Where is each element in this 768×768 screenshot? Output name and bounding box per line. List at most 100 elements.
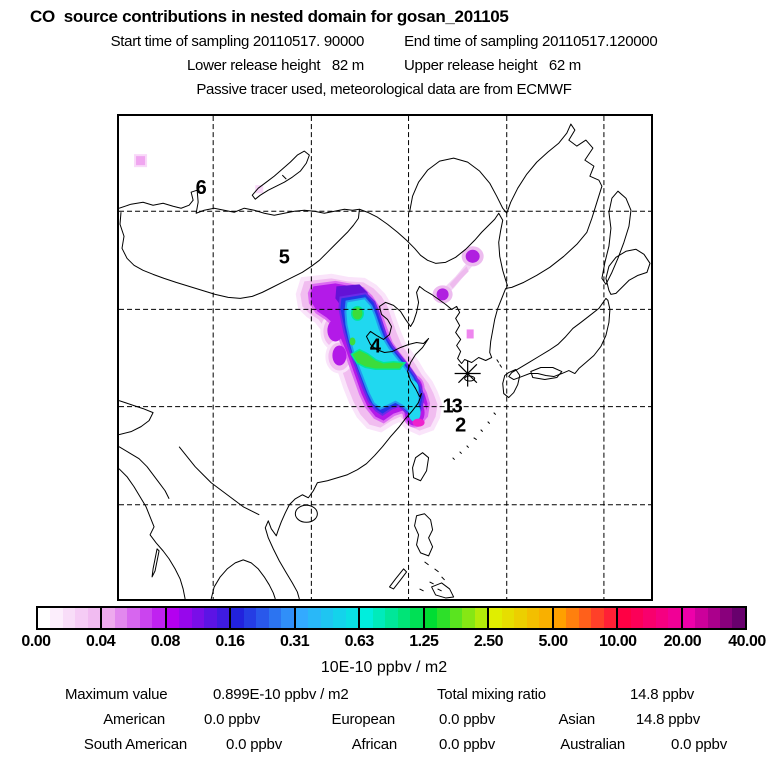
release-heights-line: Lower release height 82 m Upper release h… <box>0 57 768 74</box>
colorbar-cell <box>630 608 644 628</box>
colorbar-cell <box>204 608 217 628</box>
colorbar-cell <box>655 608 669 628</box>
total-mixing-ratio-label: Total mixing ratio <box>437 686 546 703</box>
colorbar-cell <box>295 608 309 628</box>
colorbar-cell <box>410 608 423 628</box>
region-value: 0.0 ppbv <box>439 736 495 753</box>
cluster-label-13: 13 <box>442 396 462 418</box>
upper-release-text: Upper release height 62 m <box>404 57 582 74</box>
colorbar-segment <box>358 608 423 628</box>
colorbar-cell <box>179 608 192 628</box>
colorbar-cell <box>553 608 567 628</box>
colorbar-tick: 0.16 <box>215 633 245 650</box>
colorbar-cell <box>566 608 579 628</box>
max-value: 0.899E-10 ppbv / m2 <box>213 686 349 703</box>
colorbar-cell <box>424 608 438 628</box>
colorbar-cell <box>281 608 294 628</box>
colorbar-tick: 2.50 <box>473 633 504 650</box>
colorbar-cell <box>38 608 51 628</box>
colorbar-cell <box>166 608 180 628</box>
colorbar-segment <box>422 608 488 628</box>
total-mixing-ratio-value: 14.8 ppbv <box>630 686 695 703</box>
region-value: 0.0 ppbv <box>226 736 282 753</box>
colorbar-tick: 10.00 <box>598 633 637 650</box>
colorbar-cell <box>50 608 63 628</box>
colorbar-cell <box>385 608 398 628</box>
map-frame: 6 5 4 13 2 <box>117 114 653 601</box>
colorbar-tick-labels: 0.00 0.04 0.08 0.16 0.31 0.63 1.25 2.50 5.00 10.0… <box>21 633 766 653</box>
colorbar-cell <box>489 608 502 628</box>
colorbar-tick: 0.00 <box>21 633 51 650</box>
colorbar-cell <box>345 608 359 628</box>
region-label: African <box>351 736 397 753</box>
region-label: Australian <box>560 736 625 753</box>
colorbar-cell <box>603 608 617 628</box>
detached-tracer-spots <box>134 154 484 339</box>
colorbar-cell <box>152 608 165 628</box>
colorbar-cell <box>449 608 463 628</box>
max-value-label: Maximum value <box>65 686 168 703</box>
colorbar-cell <box>462 608 475 628</box>
colorbar-segment <box>229 608 294 628</box>
colorbar-cell <box>114 608 128 628</box>
colorbar-cell <box>87 608 101 628</box>
start-time-text: Start time of sampling 20110517. 90000 <box>110 33 365 50</box>
colorbar-segment <box>38 608 101 628</box>
colorbar-cell <box>643 608 656 628</box>
colorbar-cell <box>127 608 140 628</box>
colorbar-cell <box>707 608 720 628</box>
colorbar-cell <box>668 608 681 628</box>
co-plume <box>295 273 443 436</box>
colorbar-cell <box>682 608 696 628</box>
colorbar-cell <box>243 608 257 628</box>
colorbar-cell <box>732 608 745 628</box>
colorbar-tick: 0.63 <box>344 633 375 650</box>
colorbar-tick: 1.25 <box>409 633 439 650</box>
colorbar-cell <box>695 608 708 628</box>
cluster-label-5: 5 <box>279 246 290 268</box>
latlon-grid <box>119 116 651 599</box>
colorbar <box>36 606 747 630</box>
map-canvas: 6 5 4 132 <box>118 116 651 600</box>
colorbar-segment <box>551 608 617 628</box>
colorbar-tick: 40.00 <box>728 633 766 650</box>
cluster-label-2: 2 <box>455 415 466 437</box>
colorbar-segment <box>164 608 230 628</box>
tracer-note-text: Passive tracer used, meteorological data… <box>196 81 572 98</box>
colorbar-cell <box>397 608 411 628</box>
colorbar-cell <box>591 608 604 628</box>
colorbar-cell <box>231 608 244 628</box>
colorbar-cell <box>102 608 115 628</box>
coastlines <box>118 123 651 600</box>
colorbar-unit: 10E-10 ppbv / m2 <box>320 659 448 676</box>
colorbar-cell <box>191 608 205 628</box>
colorbar-tick: 5.00 <box>538 633 569 650</box>
colorbar-cell <box>216 608 230 628</box>
colorbar-cell <box>437 608 450 628</box>
region-value: 0.0 ppbv <box>204 711 260 728</box>
lower-release-text: Lower release height 82 m <box>186 57 364 74</box>
colorbar-cell <box>75 608 88 628</box>
region-label: South American <box>83 736 187 753</box>
page-title: CO source contributions in nested domain… <box>30 7 509 26</box>
colorbar-cell <box>526 608 540 628</box>
colorbar-segment <box>680 608 745 628</box>
tracer-note-line: Passive tracer used, meteorological data… <box>0 81 768 98</box>
region-value: 0.0 ppbv <box>439 711 495 728</box>
colorbar-cell <box>501 608 515 628</box>
colorbar-cell <box>578 608 592 628</box>
cluster-label-4: 4 <box>370 335 382 357</box>
colorbar-cell <box>320 608 334 628</box>
colorbar-segment <box>487 608 552 628</box>
colorbar-cell <box>539 608 552 628</box>
region-label: European <box>331 711 396 728</box>
colorbar-segment <box>616 608 681 628</box>
colorbar-cell <box>474 608 488 628</box>
end-time-text: End time of sampling 20110517.120000 <box>404 33 658 50</box>
colorbar-cell <box>514 608 527 628</box>
colorbar-tick: 0.08 <box>150 633 181 650</box>
colorbar-cell <box>372 608 386 628</box>
cluster-labels: 6 5 4 132 <box>196 177 467 436</box>
colorbar-segment <box>293 608 359 628</box>
